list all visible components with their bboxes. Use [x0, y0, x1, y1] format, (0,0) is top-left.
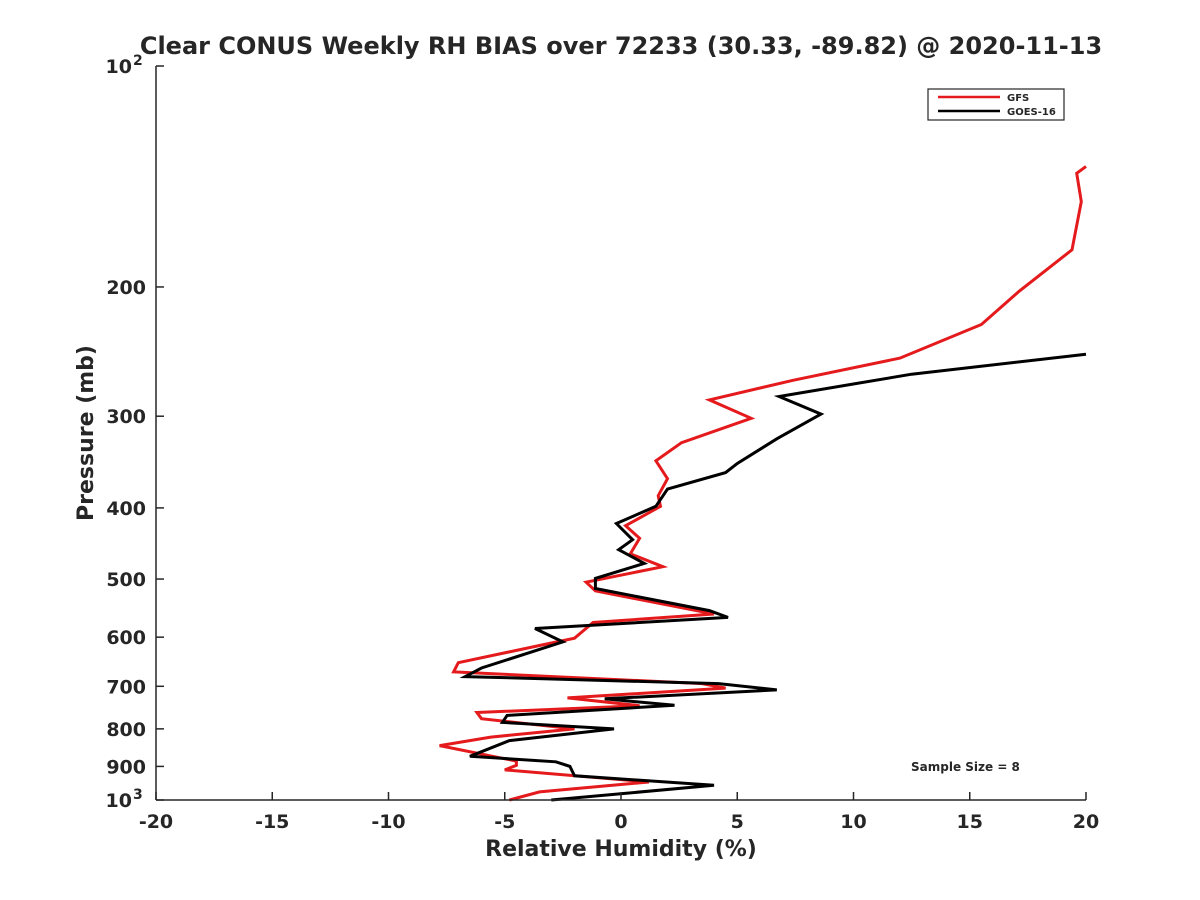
chart-title: Clear CONUS Weekly RH BIAS over 72233 (3…: [140, 32, 1102, 60]
x-tick-label: 20: [1073, 811, 1099, 833]
legend-label-gfs: GFS: [1007, 93, 1029, 104]
y-axis-label: Pressure (mb): [74, 345, 99, 521]
y-tick-label: 300: [106, 406, 146, 428]
y-tick-label: 700: [106, 676, 146, 698]
y-tick-label: 600: [106, 627, 146, 649]
series-layer: [439, 165, 1087, 802]
x-tick-label: -20: [139, 811, 173, 833]
series-line-gfs: [439, 165, 1087, 802]
y-tick-label: 800: [106, 719, 146, 741]
y-tick-label: 900: [106, 756, 146, 778]
x-tick-label: -15: [255, 811, 289, 833]
x-tick-label: 0: [614, 811, 627, 833]
sample-size-annotation: Sample Size = 8: [911, 760, 1020, 774]
x-tick-label: 15: [957, 811, 983, 833]
x-tick-label: 10: [840, 811, 866, 833]
y-tick-label: 400: [106, 498, 146, 520]
x-tick-label: -10: [371, 811, 405, 833]
x-tick-label: -5: [494, 811, 515, 833]
legend-box: [927, 88, 1065, 121]
legend: GFS GOES-16: [927, 88, 1065, 121]
y-tick-exponent: 3: [133, 787, 143, 803]
series-line-goes-16: [459, 352, 1087, 802]
y-tick-label: 10: [106, 56, 132, 78]
y-tick-label: 10: [106, 790, 132, 812]
y-tick-label: 500: [106, 569, 146, 591]
legend-label-goes-16: GOES-16: [1007, 107, 1056, 118]
y-tick-label: 200: [106, 277, 146, 299]
x-axis-label: Relative Humidity (%): [485, 837, 757, 862]
y-tick-exponent: 2: [133, 53, 143, 69]
x-tick-label: 5: [731, 811, 744, 833]
x-ticks: -20 -15 -10 -5 0 5 10 15 20: [139, 792, 1099, 833]
